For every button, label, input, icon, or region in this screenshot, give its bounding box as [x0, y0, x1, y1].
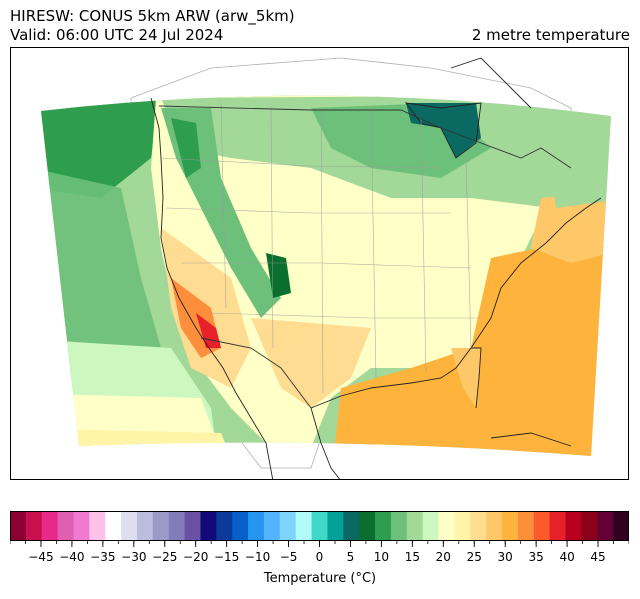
- colorbar-tick-label: −10: [244, 550, 271, 564]
- colorbar-segment: [422, 511, 439, 541]
- colorbar-tick-label: 40: [559, 550, 575, 564]
- hudson-bay-coastline: [450, 57, 532, 109]
- colorbar-tick-label: −35: [90, 550, 116, 564]
- colorbar-segment: [25, 511, 43, 541]
- colorbar-segment: [470, 511, 487, 541]
- colorbar-tick-label: 10: [373, 550, 390, 564]
- great-lakes-field: [406, 103, 481, 158]
- colorbar-tick-label: 5: [346, 550, 355, 564]
- south-plains-warm: [251, 318, 371, 408]
- desert-hottest: [196, 313, 221, 348]
- atlantic-coastline: [470, 197, 602, 349]
- colorbar-segment: [390, 511, 408, 541]
- colorbar-segment: [581, 511, 598, 541]
- colorbar-tick-label: −5: [279, 550, 298, 564]
- border-west-2: [270, 105, 274, 349]
- colorbar-tick-label: −45: [28, 550, 54, 564]
- colorbar-segment: [454, 511, 471, 541]
- temperature-field: [41, 95, 611, 456]
- colorbar-segment: [565, 511, 582, 541]
- colorbar-segment: [57, 511, 74, 541]
- map-title-block: HIRESW: CONUS 5km ARW (arw_5km) Valid: 0…: [10, 7, 295, 45]
- colorbar-segment: [89, 511, 106, 541]
- colorbar-ticks: [10, 541, 629, 547]
- colorbar-segment: [248, 511, 265, 541]
- colorbar-tick-label: −15: [213, 550, 240, 564]
- colorbar-segment: [152, 511, 170, 541]
- great-lakes-coastline: [404, 102, 482, 159]
- colorbar-segment: [375, 511, 392, 541]
- colorbar-tick-label: 30: [497, 550, 513, 564]
- colorbar-tick-label: −30: [121, 550, 147, 564]
- colorbar-segment: [597, 511, 614, 541]
- colorbar-segment: [184, 511, 201, 541]
- border-east-1: [420, 117, 427, 374]
- colorbar-label: Temperature (°C): [263, 571, 377, 586]
- colorbar-segment: [406, 511, 424, 541]
- colorbar-segment: [168, 511, 185, 541]
- cuba-coastline: [490, 432, 572, 447]
- colorbar-tick-label: 25: [466, 550, 482, 564]
- border-east-2: [465, 157, 472, 349]
- colorbar-tick-label: 15: [404, 550, 420, 564]
- colorbar-segment: [343, 511, 360, 541]
- colorbar-tick-label: 0: [315, 550, 324, 564]
- colorbar-segment: [438, 511, 455, 541]
- border-southern-tier: [210, 312, 481, 319]
- gulf-coastline: [310, 347, 482, 409]
- temperature-map: [41, 57, 611, 479]
- colorbar-tick-label: 35: [528, 550, 544, 564]
- border-central-tier: [181, 262, 472, 269]
- border-mid-tier: [165, 207, 451, 214]
- colorbar-segment: [279, 511, 297, 541]
- colorbar-segment: [216, 511, 233, 541]
- colorbar-tick-label: 45: [590, 550, 606, 564]
- colorbar-segment: [327, 511, 344, 541]
- colorbar-segment: [121, 511, 138, 541]
- colorbar-segment: [486, 511, 503, 541]
- pacific-coastline: [150, 97, 274, 479]
- north-pacific-cool: [41, 95, 161, 198]
- variable-title: 2 metre temperature: [471, 26, 630, 44]
- border-west-1: [220, 102, 227, 309]
- map-panel: [10, 47, 629, 480]
- border-northern-tier: [160, 157, 442, 169]
- florida-field: [451, 348, 481, 408]
- colorbar-segment: [613, 511, 629, 541]
- colorbar-segment: [533, 511, 551, 541]
- colorbar-segment: [502, 511, 519, 541]
- colorbar-segment: [549, 511, 566, 541]
- colorbar-segment: [41, 511, 59, 541]
- colorbar-tick-label: 20: [435, 550, 451, 564]
- colorbar-segment: [263, 511, 281, 541]
- colorbar-segment: [517, 511, 535, 541]
- border-central-2: [370, 107, 377, 379]
- colorbar-tick-label: −20: [183, 550, 209, 564]
- colorbar-segment: [295, 511, 312, 541]
- border-central-1: [320, 107, 324, 394]
- colorbar-tick-label: −40: [59, 550, 85, 564]
- colorbar-segment: [136, 511, 154, 541]
- state-borders: [160, 102, 481, 394]
- colorbar-segment: [10, 511, 27, 541]
- colorbar-segment: [73, 511, 90, 541]
- valid-time: Valid: 06:00 UTC 24 Jul 2024: [10, 26, 224, 44]
- colorbar-segment: [105, 511, 122, 541]
- colorbar-segment: [359, 511, 376, 541]
- colorbar: [10, 511, 629, 541]
- colorbar-segment: [311, 511, 328, 541]
- model-title: HIRESW: CONUS 5km ARW (arw_5km): [10, 7, 295, 25]
- colorbar-segment: [200, 511, 217, 541]
- canada-us-border: [158, 105, 572, 169]
- colorbar-border: [10, 511, 629, 541]
- mexico-us-border: [200, 337, 312, 409]
- mexico-gulf-coastline: [310, 407, 341, 479]
- northern-rockies-cold: [171, 118, 201, 178]
- coastlines: [150, 57, 602, 479]
- colorbar-segment: [232, 511, 249, 541]
- pacific-warmer-band: [41, 428, 241, 456]
- colorbar-tick-label: −25: [152, 550, 178, 564]
